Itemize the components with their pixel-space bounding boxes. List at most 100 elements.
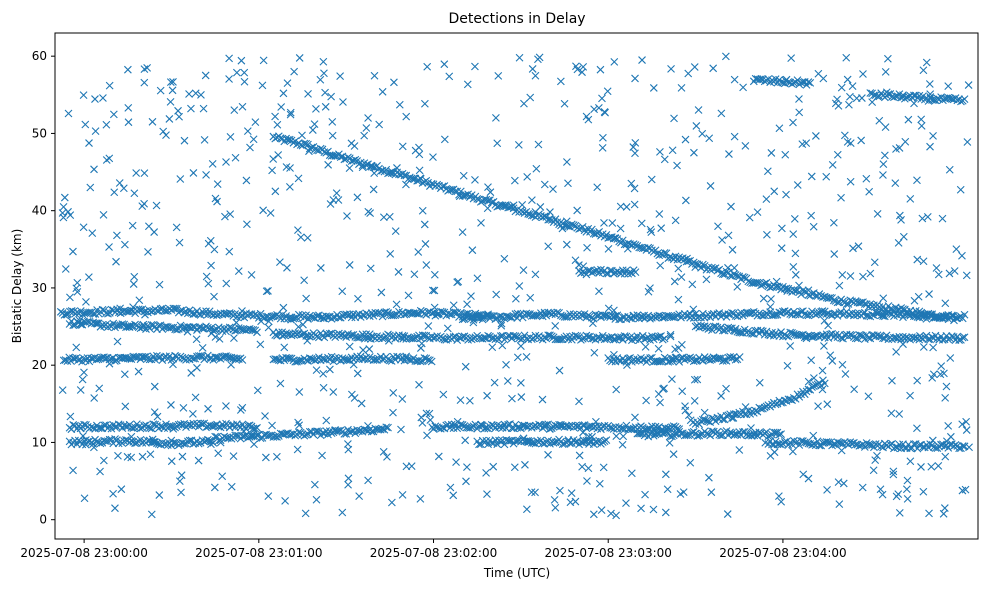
detection-point — [649, 505, 658, 514]
detection-point — [310, 120, 319, 129]
detection-point — [468, 246, 477, 255]
detection-point — [428, 423, 437, 432]
detection-point — [599, 463, 608, 472]
detection-point — [398, 142, 407, 151]
detection-point — [724, 263, 732, 272]
detection-point — [111, 423, 119, 432]
detection-point — [859, 309, 867, 318]
detection-point — [247, 270, 256, 279]
detection-point — [384, 309, 392, 318]
detection-point — [919, 66, 928, 75]
detection-point — [452, 458, 460, 467]
detection-point — [865, 187, 874, 196]
detection-point — [777, 398, 785, 407]
detection-point — [782, 284, 791, 293]
detection-point — [430, 286, 439, 295]
detection-point — [166, 78, 175, 86]
detection-point — [791, 249, 800, 258]
detection-point — [858, 483, 867, 492]
detection-point — [229, 452, 238, 461]
detection-point — [318, 428, 327, 437]
detection-point — [674, 264, 683, 273]
x-tick-label: 2025-07-08 23:04:00 — [719, 546, 846, 560]
detection-point — [783, 287, 792, 296]
detection-point — [532, 164, 541, 173]
detection-point — [913, 176, 921, 185]
detection-point — [598, 144, 607, 152]
detection-point — [843, 75, 852, 84]
detection-point — [312, 495, 321, 504]
detection-point — [819, 74, 828, 83]
detection-point — [268, 421, 276, 430]
detection-point — [378, 312, 387, 321]
detection-point — [493, 139, 502, 148]
detection-point — [724, 231, 733, 240]
detection-point — [656, 398, 664, 407]
detection-point — [155, 491, 164, 499]
detection-point — [194, 456, 203, 465]
detection-point — [330, 427, 339, 435]
detection-point — [282, 163, 291, 171]
detection-point — [364, 114, 372, 122]
detection-point — [826, 351, 835, 360]
detection-point — [216, 438, 225, 447]
detection-point — [545, 332, 554, 340]
detection-point — [400, 310, 409, 319]
detection-point — [237, 56, 246, 65]
detection-point — [185, 90, 193, 98]
detection-point — [391, 227, 400, 235]
detection-point — [168, 86, 177, 95]
detection-point — [681, 135, 690, 144]
detection-point — [231, 153, 240, 162]
detection-point — [156, 86, 165, 95]
detection-point — [958, 333, 967, 342]
detection-point — [326, 365, 334, 374]
detection-point — [79, 91, 88, 100]
detection-point — [150, 438, 159, 446]
detection-point — [434, 310, 442, 318]
detection-point — [892, 145, 900, 153]
detection-point — [962, 271, 971, 280]
detection-point — [941, 452, 950, 461]
detection-point — [129, 303, 137, 312]
detection-point — [759, 280, 767, 289]
detection-point — [360, 334, 369, 343]
detection-point — [882, 88, 891, 97]
detection-point — [296, 233, 305, 242]
detection-point — [389, 408, 397, 417]
detection-point — [225, 323, 234, 332]
detection-point — [259, 56, 268, 65]
detection-point — [555, 335, 563, 344]
detection-point — [511, 332, 520, 341]
detection-point — [423, 431, 431, 440]
detection-point — [684, 411, 693, 420]
y-tick-label: 20 — [32, 358, 47, 372]
detection-point — [166, 98, 175, 106]
detection-point — [705, 134, 714, 143]
detection-point — [945, 165, 954, 174]
detection-point — [731, 327, 739, 335]
detection-point — [851, 309, 860, 318]
detection-point — [365, 345, 374, 353]
detection-point — [679, 488, 688, 497]
detection-point — [777, 224, 786, 233]
detection-point — [919, 343, 928, 351]
detection-point — [675, 358, 684, 366]
detection-point — [631, 74, 639, 83]
detection-point — [594, 103, 603, 112]
detection-point — [295, 54, 304, 62]
detection-point — [312, 366, 321, 375]
detection-point — [919, 487, 928, 496]
detection-point — [879, 312, 887, 320]
detection-point — [583, 477, 591, 485]
detection-point — [579, 428, 587, 437]
detection-point — [290, 67, 299, 76]
detection-point — [850, 385, 859, 394]
detection-point — [127, 432, 136, 441]
detection-point — [771, 311, 780, 319]
detection-point — [866, 269, 875, 278]
detection-point — [148, 117, 157, 126]
detection-point — [240, 68, 249, 77]
detection-point — [238, 356, 247, 364]
detection-point — [458, 315, 467, 324]
